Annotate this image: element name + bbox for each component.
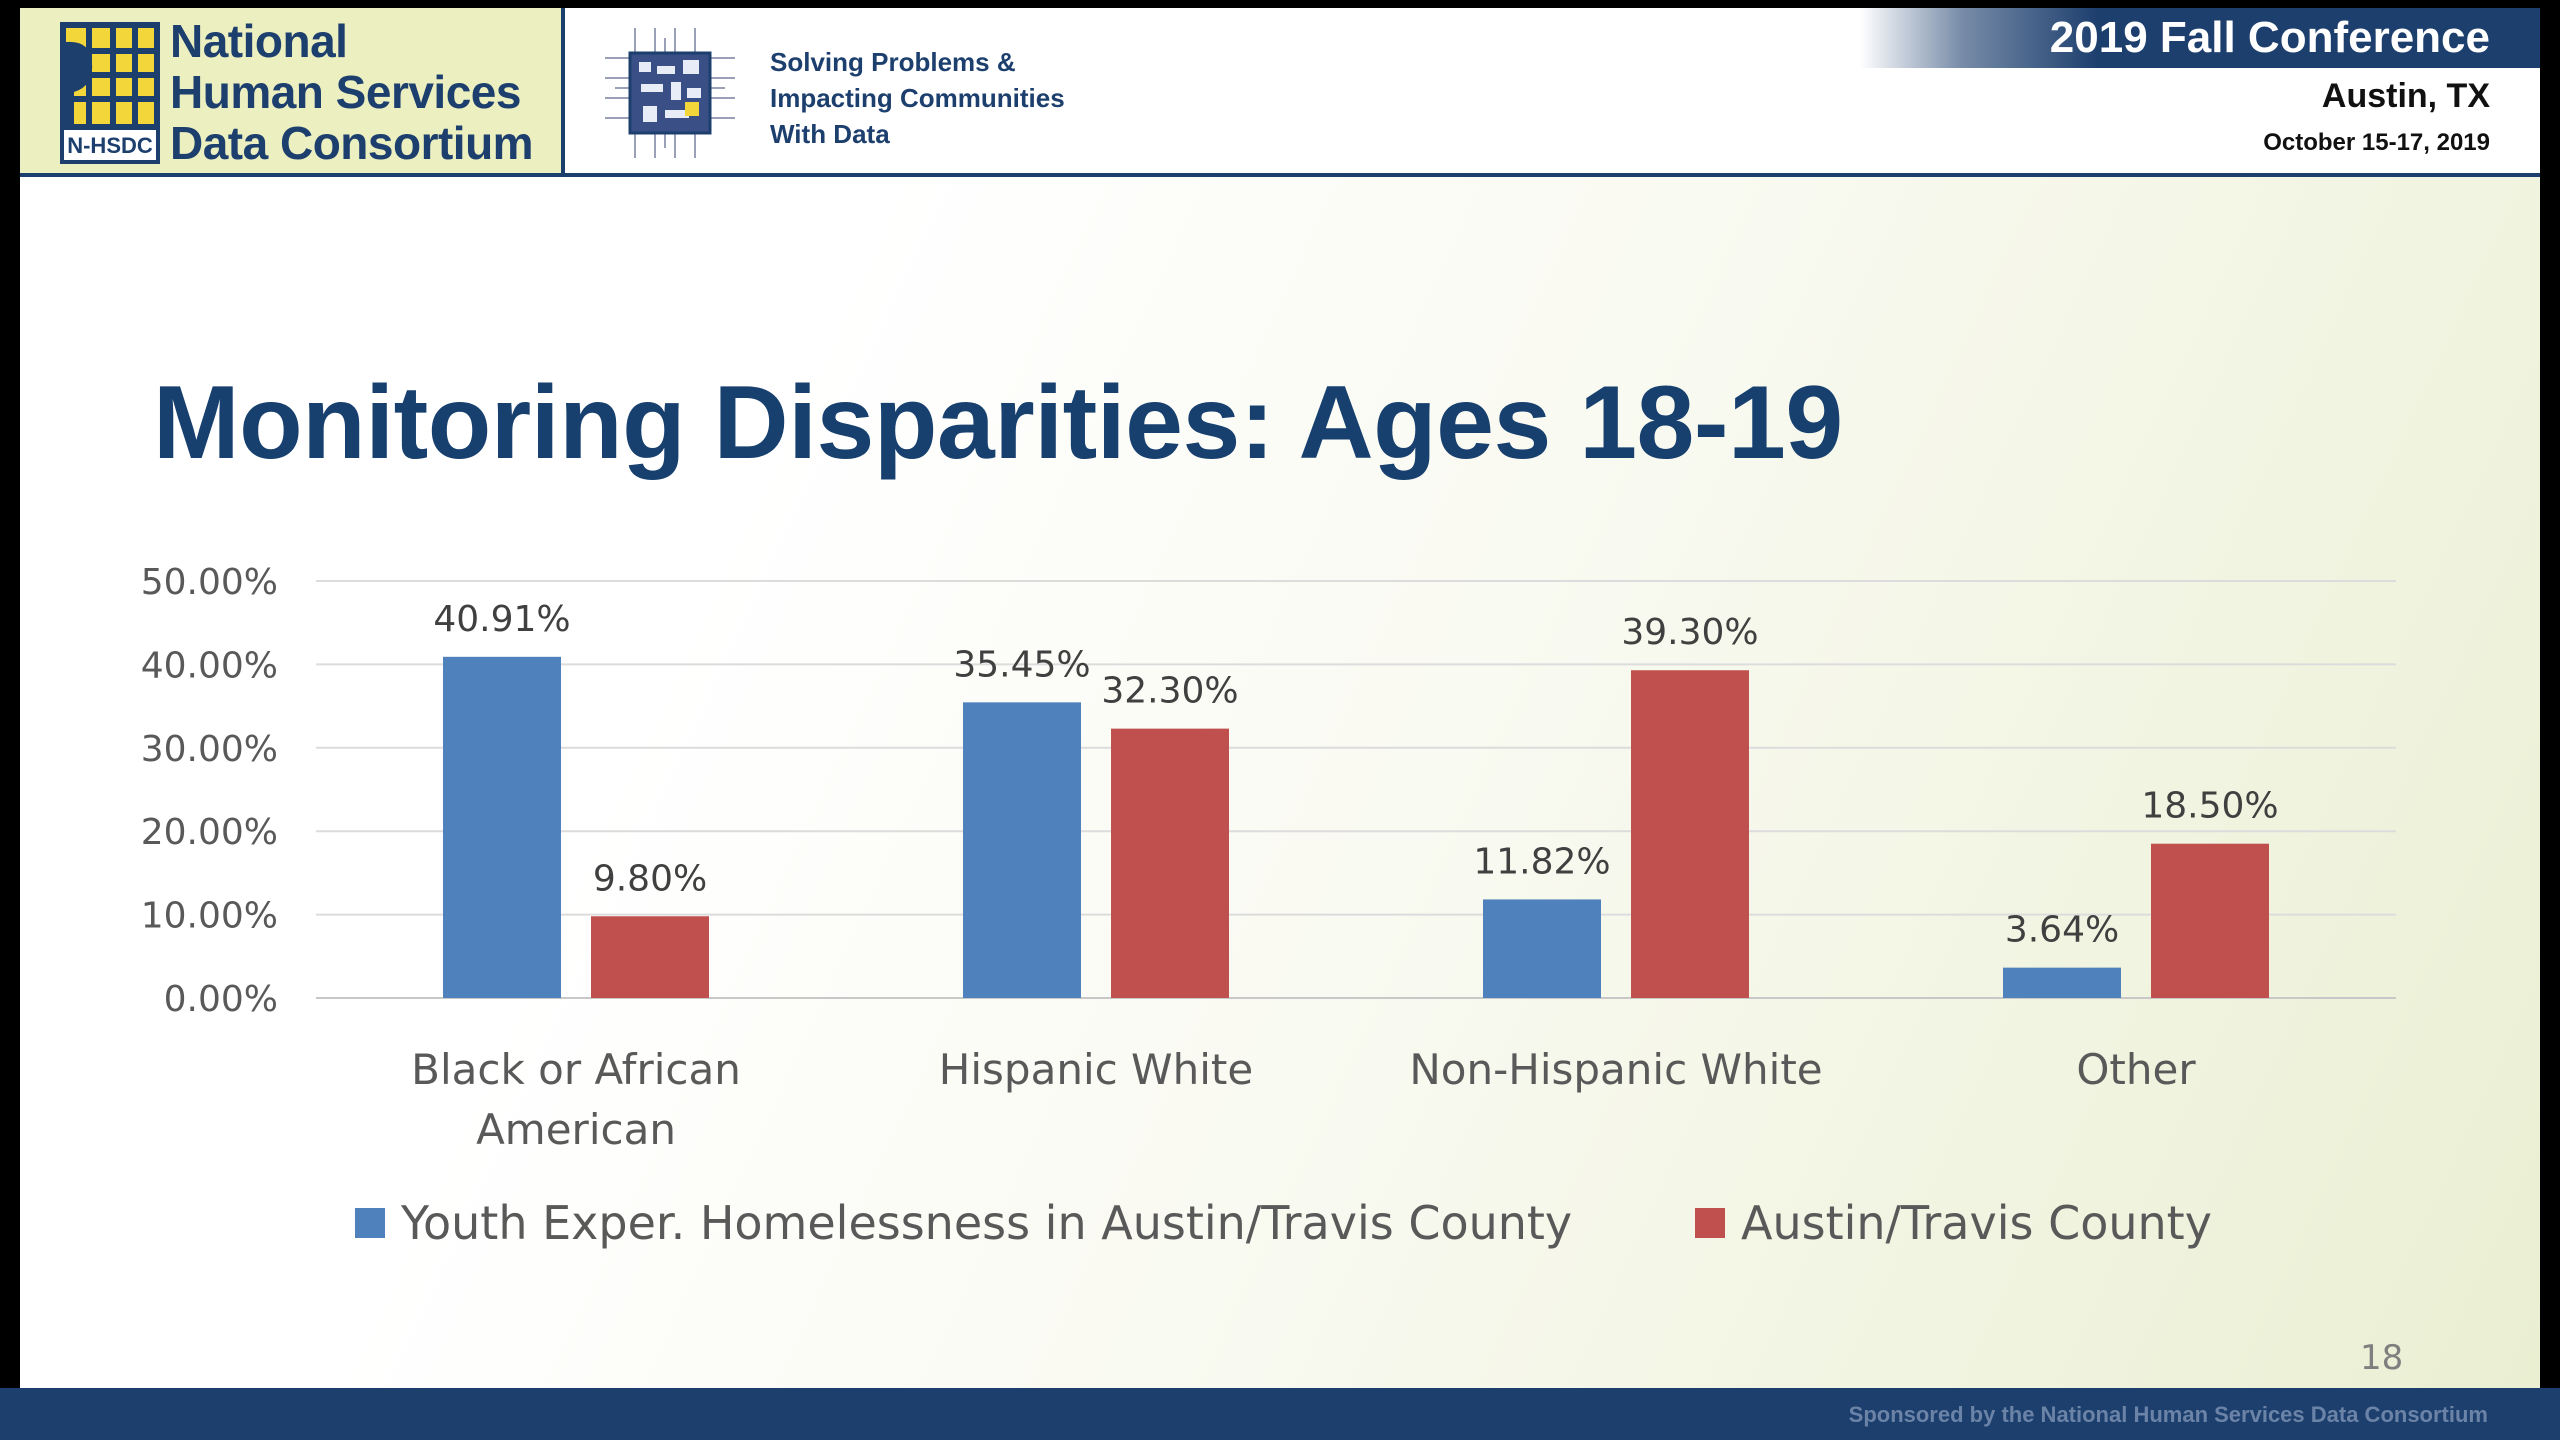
circuit-chip-icon — [605, 28, 735, 158]
x-category-label: Non-Hispanic White — [1409, 1045, 1822, 1094]
chart-legend: Youth Exper. Homelessness in Austin/Trav… — [20, 1193, 2540, 1253]
conference-dates: October 15-17, 2019 — [2263, 129, 2490, 156]
tagline-line-3: With Data — [770, 119, 890, 149]
bar — [1631, 670, 1749, 998]
footer-bar: Sponsored by the National Human Services… — [0, 1388, 2560, 1440]
slide-title: Monitoring Disparities: Ages 18-19 — [153, 365, 1843, 481]
bar-data-label: 32.30% — [1101, 671, 1238, 712]
x-category-label: Black or African — [411, 1045, 741, 1094]
bar-data-label: 35.45% — [953, 644, 1090, 685]
legend-item: Austin/Travis County — [1695, 1193, 2212, 1253]
legend-label: Austin/Travis County — [1741, 1196, 2212, 1250]
bar — [2003, 967, 2121, 998]
y-tick-label: 40.00% — [141, 645, 278, 686]
bar-chart: 50.00% 40.00% 30.00% 20.00% 10.00% 0.00% Black… — [141, 562, 2396, 1154]
bar — [1111, 728, 1229, 998]
logo-line-3: Data Consortium — [170, 117, 534, 169]
bar — [443, 656, 561, 998]
nhsdc-logo-mark: N-HSDC — [60, 22, 160, 164]
header-divider — [20, 173, 2540, 177]
conference-banner — [1860, 8, 2540, 68]
x-category-label: American — [476, 1105, 676, 1154]
tagline-line-1: Solving Problems & — [770, 47, 1016, 77]
tagline-line-2: Impacting Communities — [770, 83, 1065, 113]
y-tick-label: 50.00% — [141, 562, 278, 603]
bar-data-label: 18.50% — [2141, 786, 2278, 827]
legend-swatch — [1695, 1208, 1725, 1238]
footer-sponsor-text: Sponsored by the National Human Services… — [1848, 1402, 2488, 1427]
bar — [1483, 899, 1601, 998]
y-tick-label: 20.00% — [141, 812, 278, 853]
header-banner: N-HSDC National Human Services Data Cons… — [20, 8, 2540, 173]
y-tick-label: 0.00% — [164, 979, 278, 1020]
x-category-label: Other — [2076, 1045, 2196, 1094]
conference-city: Austin, TX — [2321, 77, 2490, 115]
conference-title: 2019 Fall Conference — [2049, 13, 2490, 62]
legend-swatch — [355, 1208, 385, 1238]
legend-item: Youth Exper. Homelessness in Austin/Trav… — [355, 1193, 1572, 1253]
legend-label: Youth Exper. Homelessness in Austin/Trav… — [401, 1196, 1573, 1250]
logo-mark-label: N-HSDC — [67, 133, 153, 158]
bar-data-label: 9.80% — [593, 858, 707, 899]
bar-data-label: 3.64% — [2005, 910, 2119, 951]
consortium-logo: N-HSDC National Human Services Data Cons… — [20, 8, 565, 173]
bar-data-label: 39.30% — [1621, 612, 1758, 653]
bar — [591, 916, 709, 998]
bar — [963, 702, 1081, 998]
bar-data-label: 11.82% — [1473, 841, 1610, 882]
bar — [2151, 843, 2269, 998]
logo-line-1: National — [170, 15, 348, 67]
page-number: 18 — [2360, 1338, 2404, 1378]
bar-data-label: 40.91% — [433, 599, 570, 640]
y-tick-label: 10.00% — [141, 896, 278, 937]
logo-line-2: Human Services — [170, 66, 521, 118]
x-category-label: Hispanic White — [939, 1045, 1253, 1094]
slide: N-HSDC National Human Services Data Cons… — [20, 8, 2540, 1396]
y-tick-label: 30.00% — [141, 729, 278, 770]
